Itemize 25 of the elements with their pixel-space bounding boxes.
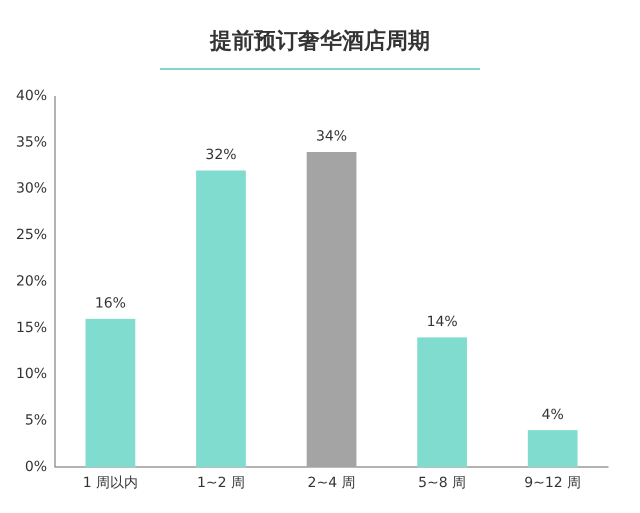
bar: [417, 337, 468, 468]
chart-title: 提前预订奢华酒店周期: [208, 28, 431, 56]
data-label: 16%: [94, 296, 126, 312]
data-label: 4%: [542, 406, 564, 423]
x-tick-label: 2~4 周: [308, 475, 356, 492]
y-tick-label: 35%: [16, 134, 48, 150]
bar: [86, 318, 136, 468]
x-tick-label: 1~2 周: [196, 475, 245, 492]
x-tick-label: 1 周以内: [82, 475, 138, 492]
y-tick-label: 20%: [16, 273, 48, 290]
bar: [528, 430, 578, 468]
x-tick-label: 9~12 周: [524, 475, 582, 492]
data-label: 34%: [316, 128, 348, 145]
y-tick-label: 25%: [16, 227, 48, 244]
y-tick-label: 15%: [16, 320, 48, 336]
y-tick-label: 10%: [16, 366, 48, 382]
bar: [196, 170, 246, 468]
data-label: 14%: [426, 314, 458, 330]
y-tick-label: 5%: [24, 412, 48, 428]
bar: [306, 152, 356, 468]
y-tick-label: 0%: [24, 458, 48, 475]
y-tick-label: 30%: [16, 180, 48, 197]
y-tick-label: 40%: [16, 88, 48, 104]
x-tick-label: 5~8 周: [418, 475, 466, 492]
data-label: 32%: [205, 147, 237, 164]
